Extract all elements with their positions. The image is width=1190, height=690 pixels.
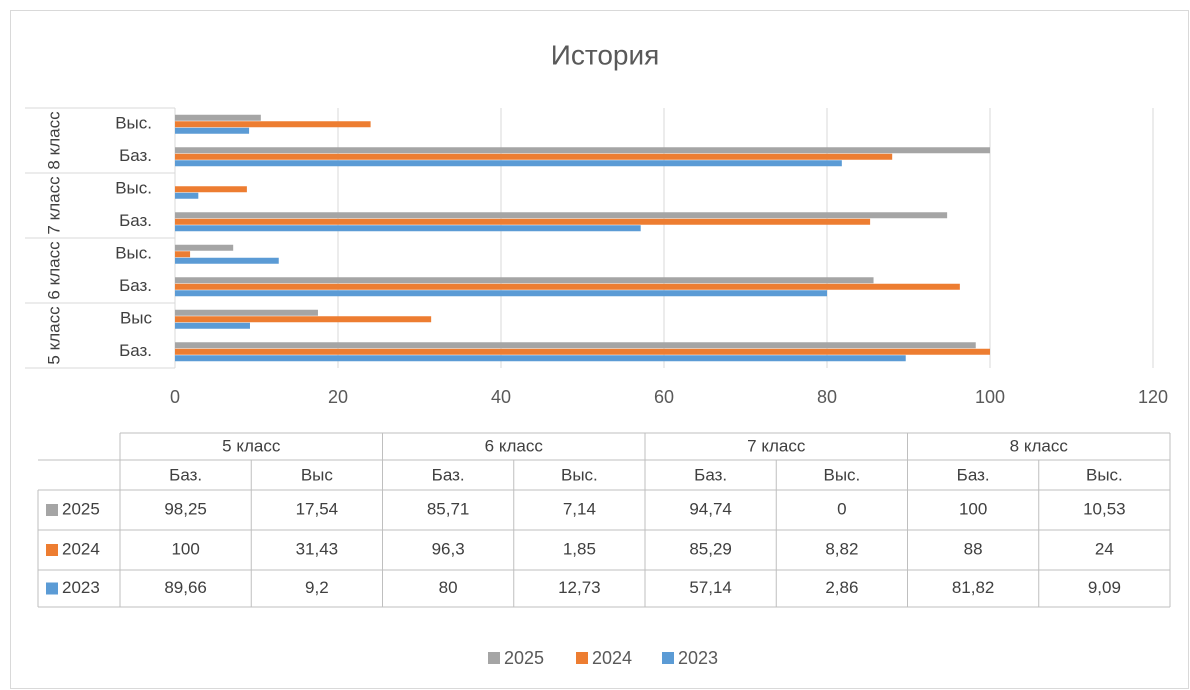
table-category-header: Выс. (823, 465, 860, 484)
bar (175, 322, 250, 329)
legend-key (488, 652, 500, 664)
y-tick-label: Баз. (119, 341, 152, 360)
bar (175, 186, 247, 193)
group-label: 6 класс (44, 241, 63, 300)
x-tick-label: 40 (491, 387, 511, 407)
bar (175, 277, 874, 284)
x-tick-label: 60 (654, 387, 674, 407)
table-cell: 9,2 (305, 578, 329, 597)
table-cell: 100 (171, 539, 199, 558)
bar (175, 127, 250, 134)
x-tick-label: 20 (328, 387, 348, 407)
table-group-header: 6 класс (485, 436, 544, 455)
table-cell: 96,3 (432, 539, 465, 558)
bar (175, 342, 976, 349)
table-cell: 80 (439, 578, 458, 597)
bar (175, 290, 827, 297)
x-tick-label: 0 (170, 387, 180, 407)
y-tick-label: Баз. (119, 146, 152, 165)
y-tick-label: Баз. (119, 276, 152, 295)
y-tick-label: Баз. (119, 211, 152, 230)
table-cell: 1,85 (563, 539, 596, 558)
table-legend-key (46, 544, 58, 556)
table-cell: 2,86 (825, 578, 858, 597)
y-tick-label: Выс (120, 309, 153, 328)
table-category-header: Баз. (169, 465, 202, 484)
group-label: 5 класс (44, 306, 63, 365)
y-tick-label: Выс. (115, 179, 152, 198)
bar (175, 244, 234, 251)
table-cell: 94,74 (689, 499, 732, 518)
bar (175, 218, 871, 225)
table-cell: 57,14 (689, 578, 732, 597)
bar (175, 348, 990, 355)
bar (175, 160, 842, 167)
table-cell: 100 (959, 499, 987, 518)
x-tick-label: 100 (975, 387, 1005, 407)
table-cell: 10,53 (1083, 499, 1126, 518)
legend-key (662, 652, 674, 664)
table-legend-key (46, 504, 58, 516)
group-label: 8 класс (44, 111, 63, 170)
bar (175, 153, 893, 160)
legend-label: 2025 (504, 648, 544, 668)
x-tick-label: 120 (1138, 387, 1168, 407)
table-category-header: Баз. (694, 465, 727, 484)
table-group-header: 5 класс (222, 436, 281, 455)
bar (175, 225, 641, 232)
table-cell: 12,73 (558, 578, 601, 597)
bar (175, 212, 948, 219)
y-tick-label: Выс. (115, 114, 152, 133)
bar (175, 251, 191, 258)
table-cell: 9,09 (1088, 578, 1121, 597)
table-cell: 81,82 (952, 578, 995, 597)
table-cell: 89,66 (164, 578, 207, 597)
bar (175, 309, 318, 316)
table-cell: 17,54 (296, 499, 339, 518)
table-group-header: 7 класс (747, 436, 806, 455)
table-cell: 8,82 (825, 539, 858, 558)
group-label: 7 класс (44, 176, 63, 235)
bar (175, 355, 906, 362)
bar (175, 121, 371, 128)
table-group-header: 8 класс (1010, 436, 1069, 455)
bar (175, 283, 960, 290)
table-cell: 0 (837, 499, 846, 518)
table-legend-key (46, 582, 58, 595)
table-cell: 7,14 (563, 499, 596, 518)
table-category-header: Выс. (1086, 465, 1123, 484)
table-cell: 31,43 (296, 539, 339, 558)
table-category-header: Выс (301, 465, 334, 484)
bar (175, 114, 261, 121)
table-cell: 98,25 (164, 499, 207, 518)
table-category-header: Выс. (561, 465, 598, 484)
legend-label: 2023 (678, 648, 718, 668)
bar (175, 316, 432, 323)
legend-key (576, 652, 588, 664)
y-tick-label: Выс. (115, 244, 152, 263)
table-category-header: Баз. (432, 465, 465, 484)
bar (175, 147, 990, 154)
x-tick-label: 80 (817, 387, 837, 407)
table-series-name: 2023 (62, 578, 100, 597)
table-category-header: Баз. (957, 465, 990, 484)
table-cell: 88 (964, 539, 983, 558)
table-cell: 85,29 (689, 539, 732, 558)
legend-label: 2024 (592, 648, 632, 668)
table-series-name: 2024 (62, 539, 100, 558)
bar (175, 257, 279, 264)
bar (175, 192, 199, 199)
table-series-name: 2025 (62, 499, 100, 518)
table-cell: 24 (1095, 539, 1114, 558)
table-cell: 85,71 (427, 499, 470, 518)
chart-title: История (551, 39, 660, 70)
